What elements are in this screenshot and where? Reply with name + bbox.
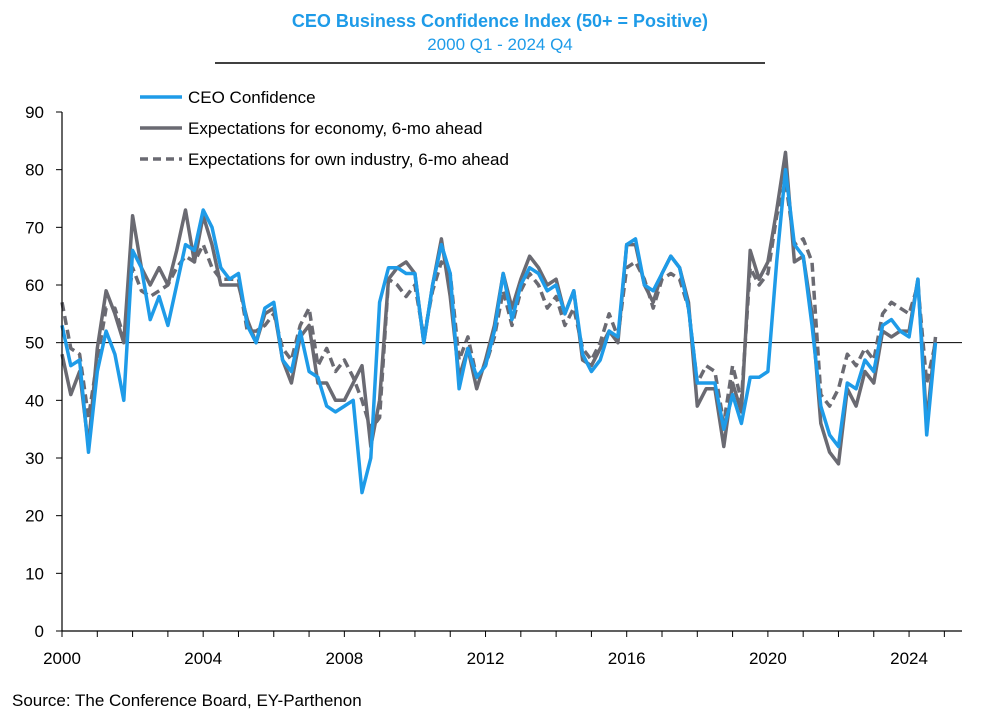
- x-tick-label: 2020: [749, 649, 787, 668]
- chart-title: CEO Business Confidence Index (50+ = Pos…: [292, 11, 708, 31]
- x-tick-label: 2024: [890, 649, 928, 668]
- legend-label-industry: Expectations for own industry, 6-mo ahea…: [188, 150, 509, 169]
- legend-label-economy: Expectations for economy, 6-mo ahead: [188, 119, 483, 138]
- y-tick-label: 20: [25, 507, 44, 526]
- y-tick-label: 30: [25, 449, 44, 468]
- y-tick-label: 70: [25, 218, 44, 237]
- y-tick-label: 80: [25, 161, 44, 180]
- x-tick-label: 2000: [43, 649, 81, 668]
- legend-label-ceo-confidence: CEO Confidence: [188, 88, 316, 107]
- y-tick-label: 0: [35, 622, 44, 641]
- source-note: Source: The Conference Board, EY-Parthen…: [12, 691, 362, 710]
- y-tick-label: 40: [25, 391, 44, 410]
- y-tick-label: 50: [25, 334, 44, 353]
- x-tick-label: 2004: [184, 649, 222, 668]
- x-tick-label: 2012: [467, 649, 505, 668]
- x-tick-label: 2008: [325, 649, 363, 668]
- chart-subtitle: 2000 Q1 - 2024 Q4: [427, 35, 573, 54]
- y-tick-label: 10: [25, 564, 44, 583]
- y-tick-label: 60: [25, 276, 44, 295]
- x-tick-label: 2016: [608, 649, 646, 668]
- y-tick-label: 90: [25, 103, 44, 122]
- series-ceo-confidence-line: [60, 167, 938, 495]
